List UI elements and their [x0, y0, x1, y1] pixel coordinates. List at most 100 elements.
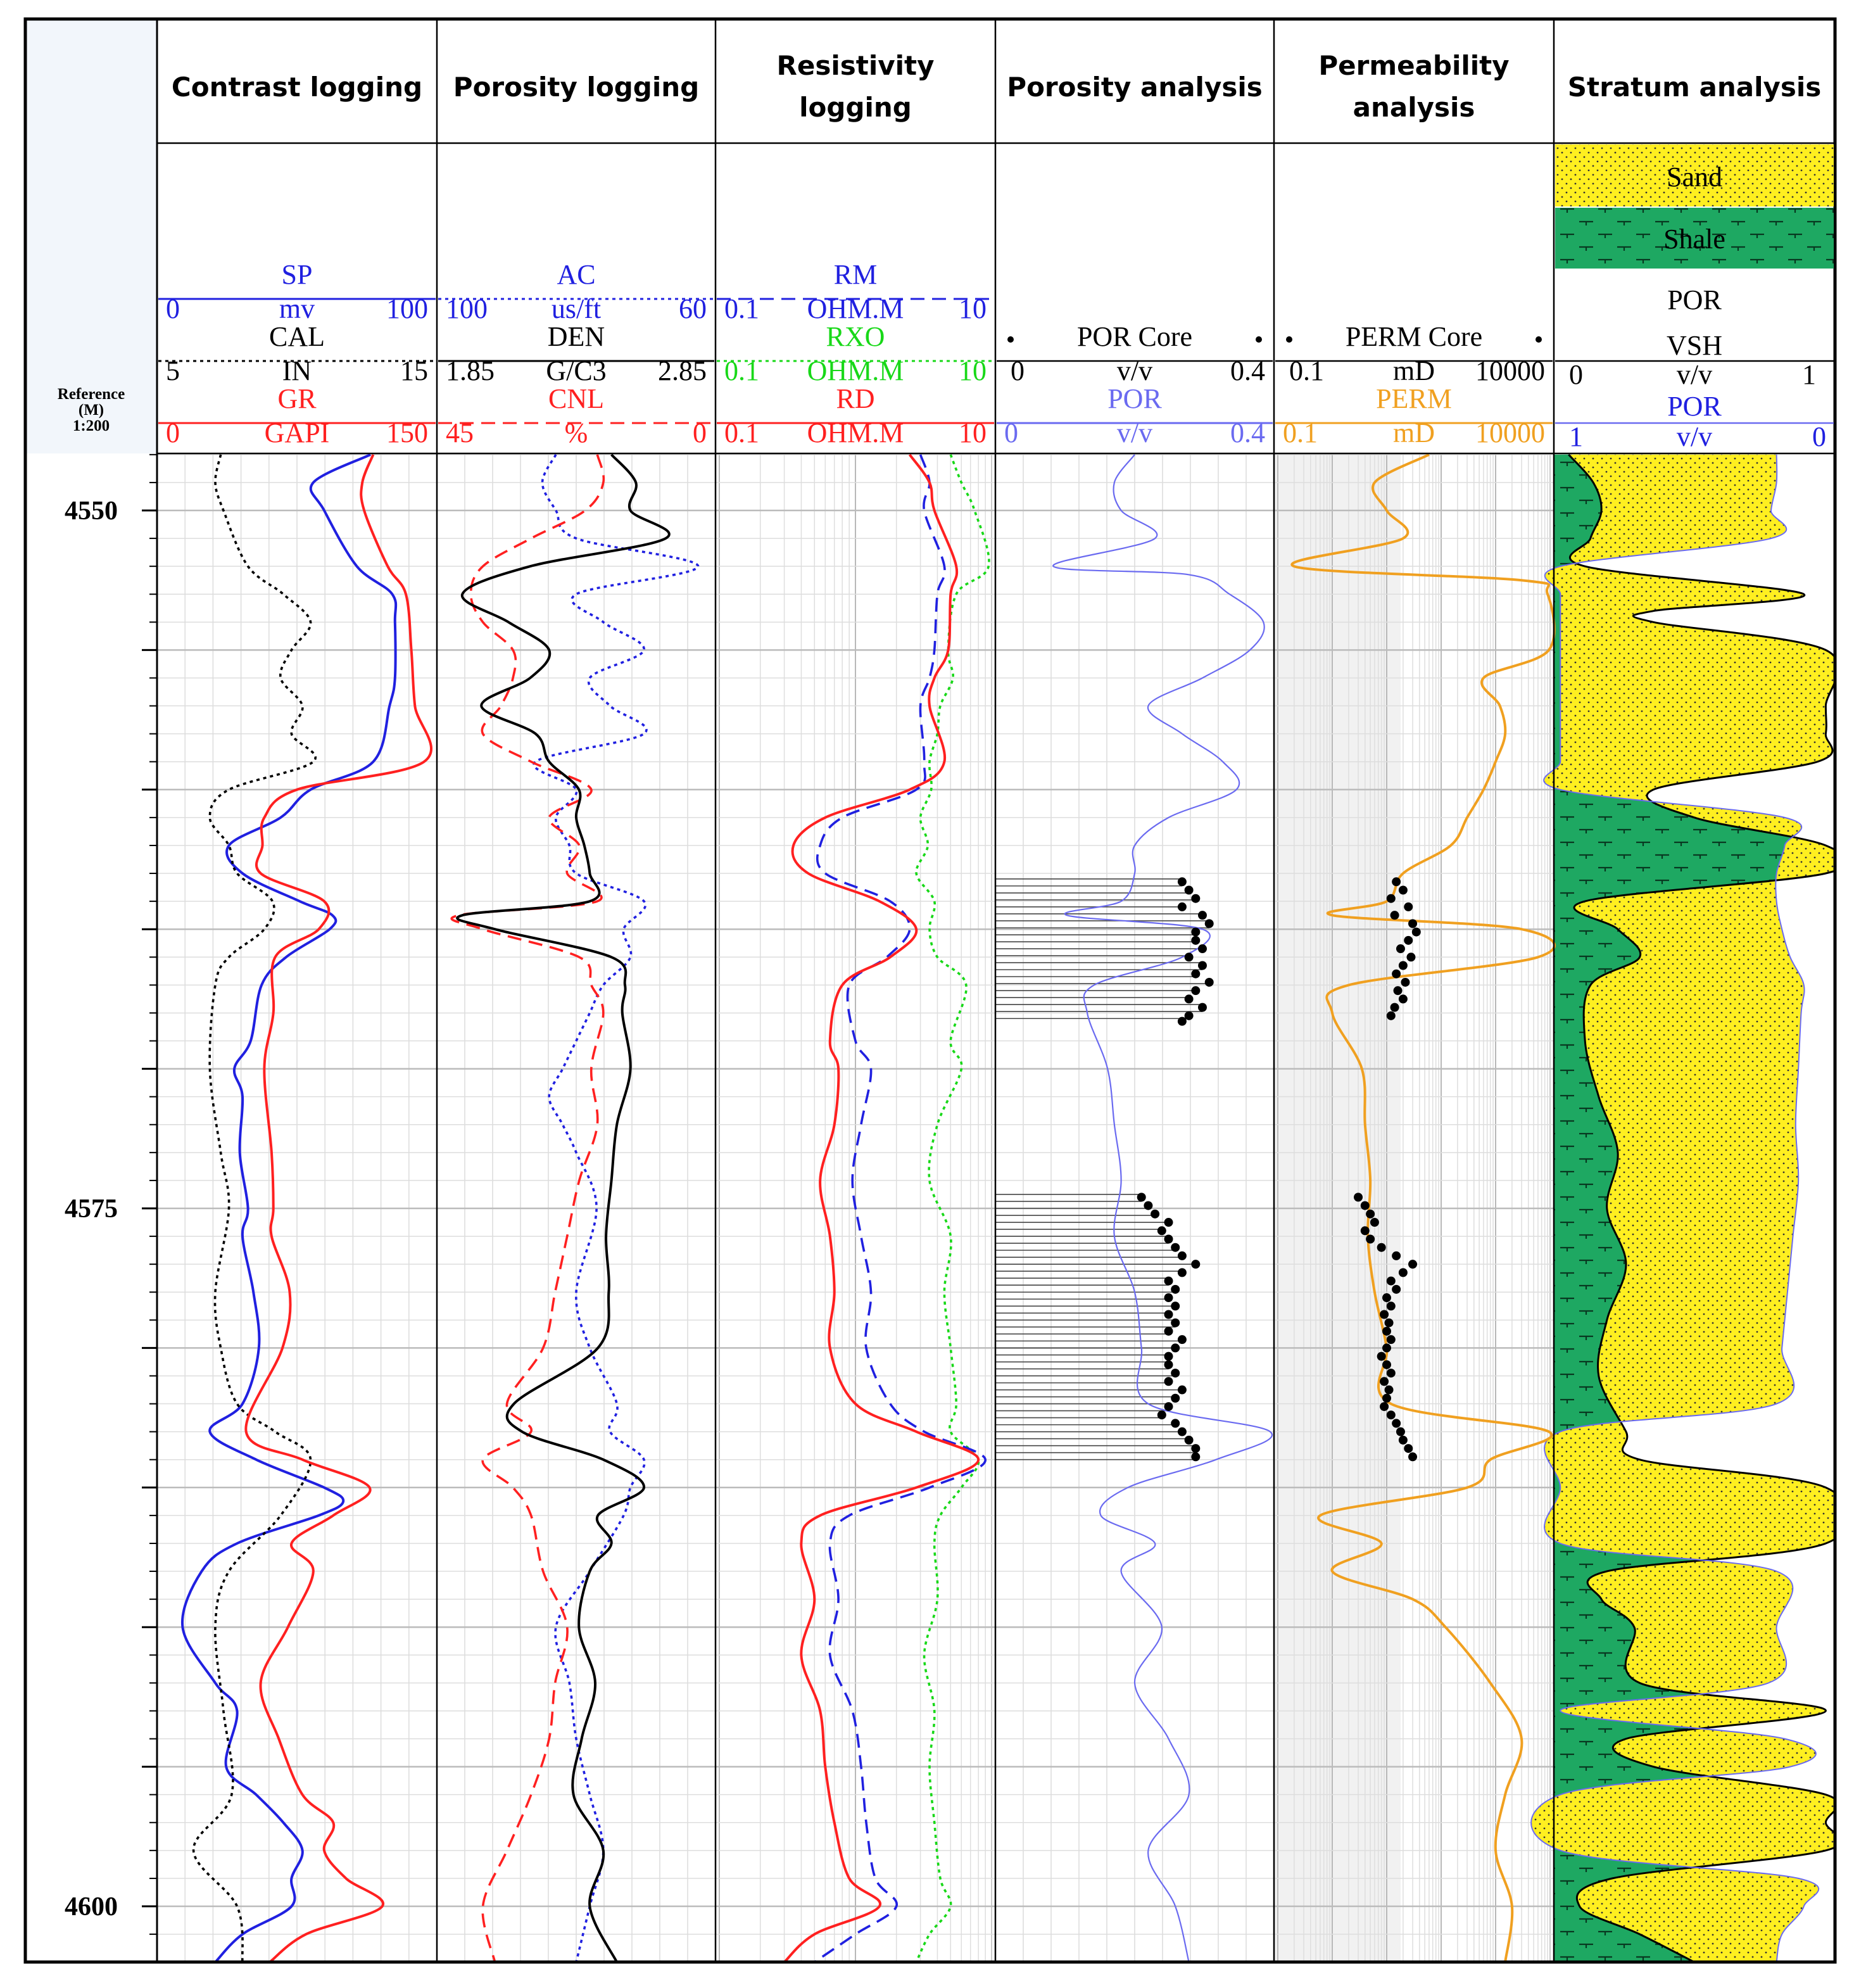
por-core-point: [1191, 927, 1201, 937]
por-core-point: [1177, 1385, 1187, 1395]
perm-core-point: [1396, 1427, 1405, 1436]
por-core-point: [1171, 1284, 1180, 1294]
perm-core-point: [1370, 1218, 1379, 1227]
curve-left-scale: 0: [166, 293, 180, 324]
por-core-point: [1177, 1251, 1187, 1260]
core-curve-name: POR Core: [1077, 321, 1192, 352]
perm-core-point: [1384, 1385, 1394, 1395]
rm-curve: [814, 454, 987, 1962]
track-title: Resistivity: [777, 50, 935, 81]
por-core-point: [1191, 1444, 1201, 1453]
depth-label: 4550: [65, 497, 118, 526]
rd-curve: [783, 453, 980, 1962]
por-core-point: [1204, 977, 1214, 987]
curve-unit: GAPI: [265, 417, 330, 448]
por-core-point: [1171, 1243, 1180, 1252]
track-title: analysis: [1353, 92, 1475, 123]
track-headers: Contrast logging Porosity logging Resistiv…: [158, 50, 1834, 452]
curve-left-scale: 0.1: [724, 417, 759, 448]
por-core-point: [1171, 1393, 1180, 1403]
track-title: Contrast logging: [172, 72, 422, 103]
curve-name-cnl: CNL: [548, 383, 604, 414]
por-core-point: [1164, 1234, 1173, 1244]
curve-left-scale: 0.1: [724, 293, 759, 324]
track-title: Porosity analysis: [1007, 72, 1262, 103]
track-title: logging: [799, 92, 912, 123]
perm-core-point: [1392, 1251, 1401, 1260]
den-curve: [456, 453, 671, 1962]
perm-core-point: [1354, 1193, 1363, 1202]
curve-left-scale: 0.1: [724, 355, 759, 386]
curve-unit: v/v: [1117, 417, 1152, 448]
perm-core-point: [1366, 1209, 1375, 1219]
por-core-point: [1171, 1369, 1180, 1378]
curve-name-cal: CAL: [269, 321, 325, 352]
core-legend-dot: [1256, 336, 1262, 343]
perm-core-point: [1398, 885, 1408, 895]
por-core-point: [1164, 1377, 1173, 1386]
curve-right-scale: 10: [959, 293, 987, 324]
curves: [180, 453, 1835, 1962]
perm-core-point: [1396, 944, 1405, 954]
por-core-point: [1198, 944, 1207, 954]
fills: [995, 454, 1835, 1962]
perm-core-point: [1404, 902, 1413, 911]
reference-label: Reference: [58, 386, 125, 403]
por-core-point: [1171, 1343, 1180, 1353]
perm-core-point: [1408, 919, 1418, 928]
perm-core-point: [1366, 1234, 1375, 1244]
reference-unit: (M): [79, 402, 104, 419]
perm-core-point: [1408, 1452, 1418, 1462]
curve-name-sp: SP: [282, 259, 313, 290]
por-core-point: [1144, 1201, 1153, 1210]
perm-core-point: [1386, 1276, 1396, 1286]
curve-left-scale: 0: [166, 417, 180, 448]
por-core-point: [1151, 1209, 1160, 1219]
reference-scale: 1:200: [73, 417, 110, 434]
curve-right-scale: 60: [679, 293, 707, 324]
core-curve-name: PERM Core: [1346, 321, 1482, 352]
perm-core-point: [1377, 1243, 1386, 1252]
sp-curve: [180, 453, 398, 1962]
por-core-point: [1177, 1427, 1187, 1436]
curve-right-scale: 10: [959, 417, 987, 448]
por-core-point: [1171, 1419, 1180, 1428]
track-title: Porosity logging: [453, 72, 699, 103]
curve-unit: mv: [279, 293, 315, 324]
curve-right-scale: 0: [693, 417, 707, 448]
curve-unit: G/C3: [546, 355, 606, 386]
curve-right-scale: 100: [386, 293, 428, 324]
depth-axis: Reference(M)1:200 4550 4575 4600: [58, 386, 157, 1935]
vsh-curve: [1568, 453, 1835, 1962]
curve-left-scale: 0: [1004, 417, 1018, 448]
perm-core-point: [1386, 1369, 1396, 1378]
sand-legend-swatch: [1555, 144, 1834, 206]
curve-name-gr: GR: [277, 383, 317, 414]
reference-column-header: [25, 19, 157, 453]
perm-core-point: [1404, 935, 1413, 945]
por-core-point: [1177, 877, 1187, 887]
perm-core-point: [1390, 911, 1399, 920]
shale-legend-label: Shale: [1663, 224, 1725, 255]
perm-core-point: [1384, 1318, 1394, 1327]
por-stratum-curve: [1530, 454, 1819, 1962]
curve-right-scale: 10000: [1475, 417, 1545, 448]
curve-left-scale: 45: [446, 417, 474, 448]
curve-name-perm: PERM: [1376, 383, 1452, 414]
por-core-point: [1164, 1310, 1173, 1319]
curve-right-scale: 15: [400, 355, 428, 386]
vsh-left-scale: 0: [1569, 359, 1583, 390]
ac-curve: [533, 453, 700, 1962]
curve-right-scale: 2.85: [658, 355, 707, 386]
por-core-point: [1184, 994, 1194, 1004]
por-core-point: [1191, 1260, 1201, 1269]
perm-core-point: [1380, 1402, 1389, 1411]
stratum-vsh-label: VSH: [1667, 330, 1722, 361]
cal-curve: [192, 454, 317, 1962]
perm-core-point: [1392, 1284, 1401, 1294]
por-core-point: [1198, 961, 1207, 970]
por-core-point: [1177, 1268, 1187, 1277]
por-core-point: [1191, 894, 1201, 903]
por-core-point: [1191, 986, 1201, 996]
por-core-point: [1137, 1193, 1146, 1202]
